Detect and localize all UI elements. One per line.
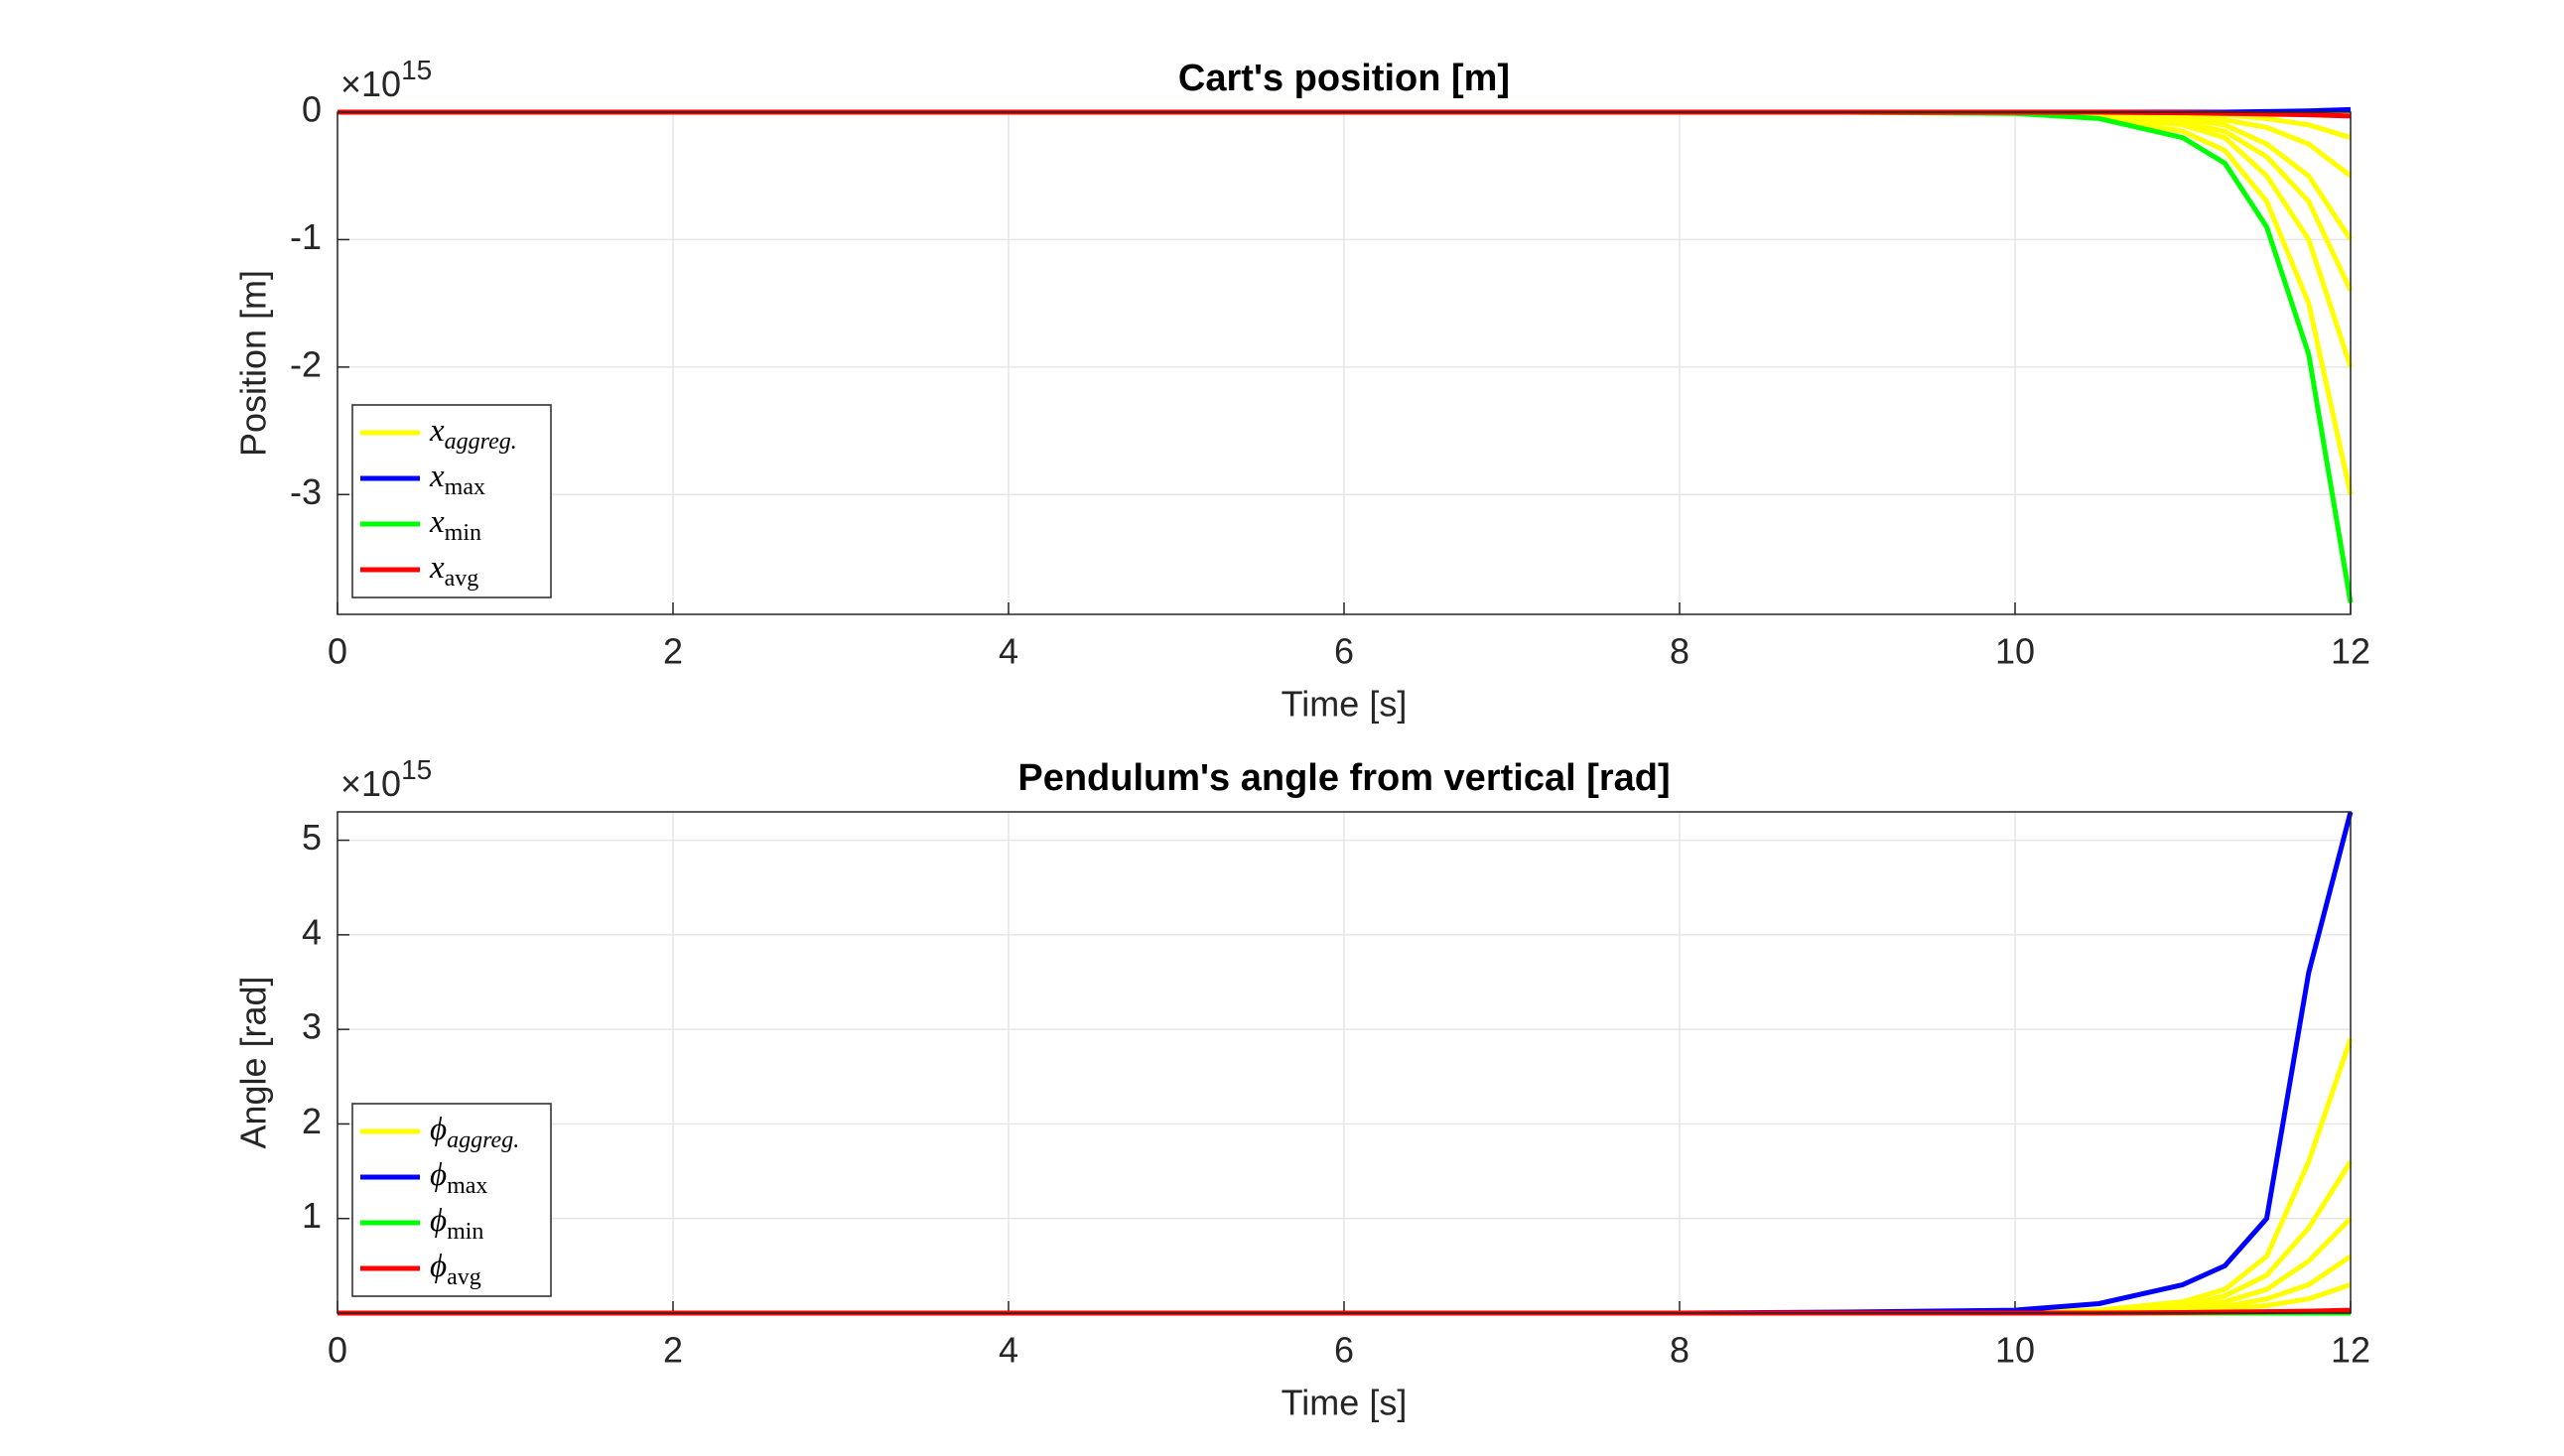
axes-box bbox=[337, 811, 2352, 1314]
y-tick-label: 5 bbox=[302, 817, 322, 858]
y-tick-label: 4 bbox=[302, 911, 322, 952]
chart-title: Pendulum's angle from vertical [rad] bbox=[1017, 757, 1670, 799]
y-tick-label: 3 bbox=[302, 1006, 322, 1047]
multiplier-exponent: 15 bbox=[401, 754, 432, 785]
legend-label: ϕavg bbox=[430, 1249, 481, 1290]
legend-label: ϕmax bbox=[430, 1157, 487, 1199]
y-tick-label: -2 bbox=[290, 343, 322, 384]
legend-name: x bbox=[429, 504, 445, 540]
legend-name: x bbox=[429, 413, 445, 449]
legend-name: x bbox=[429, 550, 445, 586]
legend-subscript: avg bbox=[445, 566, 479, 592]
x-tick-label: 8 bbox=[1670, 631, 1689, 672]
x-tick-label: 4 bbox=[999, 1330, 1018, 1371]
legend-box bbox=[351, 404, 552, 598]
legend-subscript: min bbox=[445, 520, 481, 546]
y-tick-label: -3 bbox=[290, 471, 322, 512]
legend-label: xmin bbox=[429, 504, 481, 546]
x-tick-label: 12 bbox=[2331, 631, 2370, 672]
x-tick-label: 12 bbox=[2331, 1330, 2370, 1371]
x-tick-label: 0 bbox=[328, 631, 347, 672]
legend-name: ϕ bbox=[430, 1249, 447, 1284]
legend-box bbox=[351, 1103, 552, 1297]
multiplier-exponent: 15 bbox=[401, 55, 432, 85]
y-tick-label: 1 bbox=[302, 1195, 322, 1236]
legend-name: ϕ bbox=[430, 1112, 447, 1147]
legend-name: ϕ bbox=[430, 1203, 447, 1239]
multiplier-base: ×10 bbox=[340, 763, 401, 804]
x-tick-label: 6 bbox=[1334, 631, 1354, 672]
legend-subscript: min bbox=[447, 1219, 483, 1245]
x-tick-label: 8 bbox=[1670, 1330, 1689, 1371]
y-multiplier: ×1015 bbox=[340, 754, 432, 803]
x-tick-label: 0 bbox=[328, 1330, 347, 1371]
legend-subscript: aggreg. bbox=[445, 429, 517, 455]
axes-box bbox=[337, 111, 2352, 615]
legend-label: xmax bbox=[429, 459, 485, 500]
y-tick-label: -1 bbox=[290, 216, 322, 257]
legend-name: ϕ bbox=[430, 1157, 447, 1193]
x-axis-label: Time [s] bbox=[1282, 1383, 1408, 1423]
legend-subscript: max bbox=[447, 1173, 487, 1199]
chart-title: Cart's position [m] bbox=[1178, 58, 1510, 99]
y-axis-label: Position [m] bbox=[233, 270, 274, 457]
y-multiplier: ×1015 bbox=[340, 55, 432, 103]
x-axis-label: Time [s] bbox=[1282, 684, 1408, 725]
x-tick-label: 4 bbox=[999, 631, 1018, 672]
x-tick-label: 6 bbox=[1334, 1330, 1354, 1371]
y-tick-label: 0 bbox=[302, 89, 322, 130]
legend-label: xavg bbox=[429, 550, 478, 592]
legend-subscript: max bbox=[445, 474, 485, 500]
y-tick-label: 2 bbox=[302, 1101, 322, 1141]
legend-label: xaggreg. bbox=[429, 413, 517, 455]
legend-label: ϕmin bbox=[430, 1203, 483, 1245]
legend-subscript: aggreg. bbox=[447, 1127, 519, 1153]
x-tick-label: 10 bbox=[1995, 1330, 2035, 1371]
legend-label: ϕaggreg. bbox=[430, 1112, 519, 1153]
legend-name: x bbox=[429, 459, 445, 494]
y-axis-label: Angle [rad] bbox=[233, 976, 274, 1148]
x-tick-label: 2 bbox=[663, 1330, 683, 1371]
x-tick-label: 10 bbox=[1995, 631, 2035, 672]
x-tick-label: 2 bbox=[663, 631, 683, 672]
legend-subscript: avg bbox=[447, 1264, 481, 1290]
multiplier-base: ×10 bbox=[340, 64, 401, 104]
